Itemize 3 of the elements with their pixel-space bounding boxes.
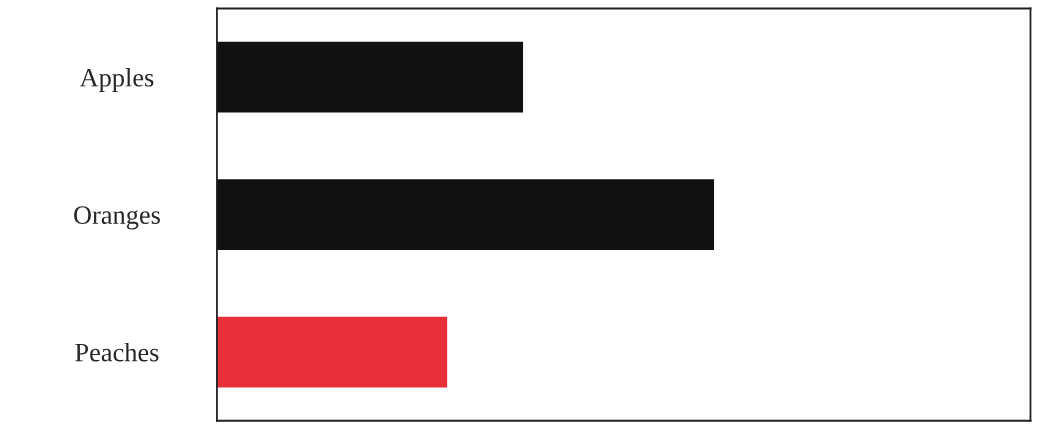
y-tick-label: Oranges xyxy=(74,206,160,230)
y-tick-label: Apples xyxy=(79,68,154,92)
y-tick-label: Peaches xyxy=(75,342,159,362)
